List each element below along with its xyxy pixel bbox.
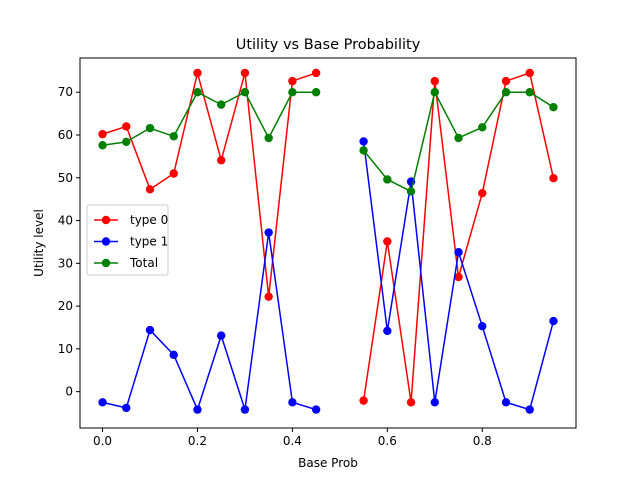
y-tick-label: 50: [58, 171, 73, 185]
data-point-type-1: [501, 398, 511, 407]
data-point-total: [478, 123, 487, 132]
y-axis-label: Utility level: [32, 209, 46, 277]
data-point-type-0: [549, 173, 558, 183]
series-type-0: [98, 68, 558, 407]
data-point-total: [264, 133, 273, 143]
series-line-type-1: [102, 231, 317, 411]
x-tick-label: 0.4: [283, 434, 302, 448]
data-point-type-1: [549, 316, 558, 326]
legend-marker-type-0: [101, 215, 111, 225]
data-point-total: [193, 88, 202, 97]
data-point-type-0: [454, 272, 463, 282]
y-tick-label: 60: [58, 128, 73, 142]
data-point-type-0: [193, 68, 202, 78]
data-point-total: [98, 141, 107, 150]
data-point-type-1: [430, 398, 439, 407]
legend-marker-total: [101, 258, 111, 268]
data-point-type-0: [240, 68, 250, 78]
legend-label-type-1: type 1: [130, 235, 168, 249]
data-point-type-1: [525, 405, 534, 414]
plot-frame: [79, 57, 577, 429]
data-point-type-0: [217, 156, 226, 165]
data-point-total: [359, 146, 368, 155]
y-tick-label: 30: [58, 256, 73, 270]
x-tick-label: 0.8: [473, 434, 492, 448]
x-ticks: 0.0 0.2 0.4 0.6 0.8: [93, 428, 492, 448]
series-line-total: [102, 91, 317, 147]
data-point-total: [240, 88, 250, 97]
data-point-type-1: [478, 321, 487, 331]
y-tick-label: 10: [58, 342, 73, 356]
data-point-type-0: [264, 292, 273, 301]
series-layer: [98, 68, 558, 414]
data-point-type-0: [122, 122, 131, 131]
x-tick-label: 0.6: [378, 434, 397, 448]
x-tick-label: 0.0: [93, 434, 112, 448]
data-point-type-0: [311, 68, 321, 78]
data-point-type-1: [145, 325, 155, 335]
y-ticks: 0 10 20 30 40 50 60 70: [58, 85, 80, 399]
data-point-total: [122, 137, 131, 147]
data-point-type-1: [217, 331, 226, 340]
legend-marker-type-1: [101, 237, 111, 246]
data-point-type-1: [264, 228, 273, 237]
data-point-type-0: [430, 76, 439, 86]
data-point-total: [217, 100, 226, 109]
data-point-total: [549, 102, 558, 112]
data-point-total: [169, 132, 178, 141]
legend-label-total: Total: [129, 256, 158, 270]
data-point-type-0: [288, 76, 297, 86]
data-point-total: [288, 88, 297, 97]
data-point-total: [311, 88, 321, 97]
data-point-type-0: [478, 188, 487, 198]
x-tick-label: 0.2: [188, 434, 207, 448]
data-point-type-0: [501, 76, 511, 86]
data-point-total: [406, 187, 416, 196]
data-point-type-1: [193, 405, 202, 414]
y-tick-label: 20: [58, 299, 73, 313]
y-tick-label: 0: [65, 385, 73, 399]
series-type-1: [98, 137, 558, 414]
legend-label-type-0: type 0: [130, 213, 168, 227]
data-point-type-1: [240, 405, 250, 414]
data-point-total: [454, 133, 463, 143]
data-point-type-1: [359, 137, 368, 146]
data-point-type-0: [145, 185, 155, 194]
data-point-type-1: [122, 403, 131, 413]
chart-title: Utility vs Base Probability: [236, 37, 421, 53]
data-point-type-0: [169, 169, 178, 178]
data-point-total: [525, 88, 534, 97]
data-point-type-0: [383, 237, 392, 246]
data-point-type-0: [98, 129, 107, 139]
data-point-type-0: [525, 68, 534, 78]
data-point-type-1: [169, 350, 178, 360]
y-tick-label: 40: [58, 214, 73, 228]
x-axis-label: Base Prob: [298, 456, 358, 470]
data-point-type-0: [359, 396, 368, 405]
data-point-type-0: [406, 398, 416, 407]
data-point-type-1: [98, 398, 107, 407]
data-point-total: [145, 123, 155, 133]
data-point-total: [383, 175, 392, 184]
data-point-total: [430, 88, 439, 97]
data-point-type-1: [454, 247, 463, 257]
data-point-type-1: [383, 326, 392, 336]
y-tick-label: 70: [58, 85, 73, 99]
data-point-total: [501, 88, 511, 97]
series-line-type-0: [102, 72, 317, 298]
data-point-type-1: [311, 405, 321, 414]
data-point-type-1: [288, 398, 297, 407]
legend: type 0 type 1 Total: [86, 204, 169, 276]
series-total: [98, 88, 558, 196]
